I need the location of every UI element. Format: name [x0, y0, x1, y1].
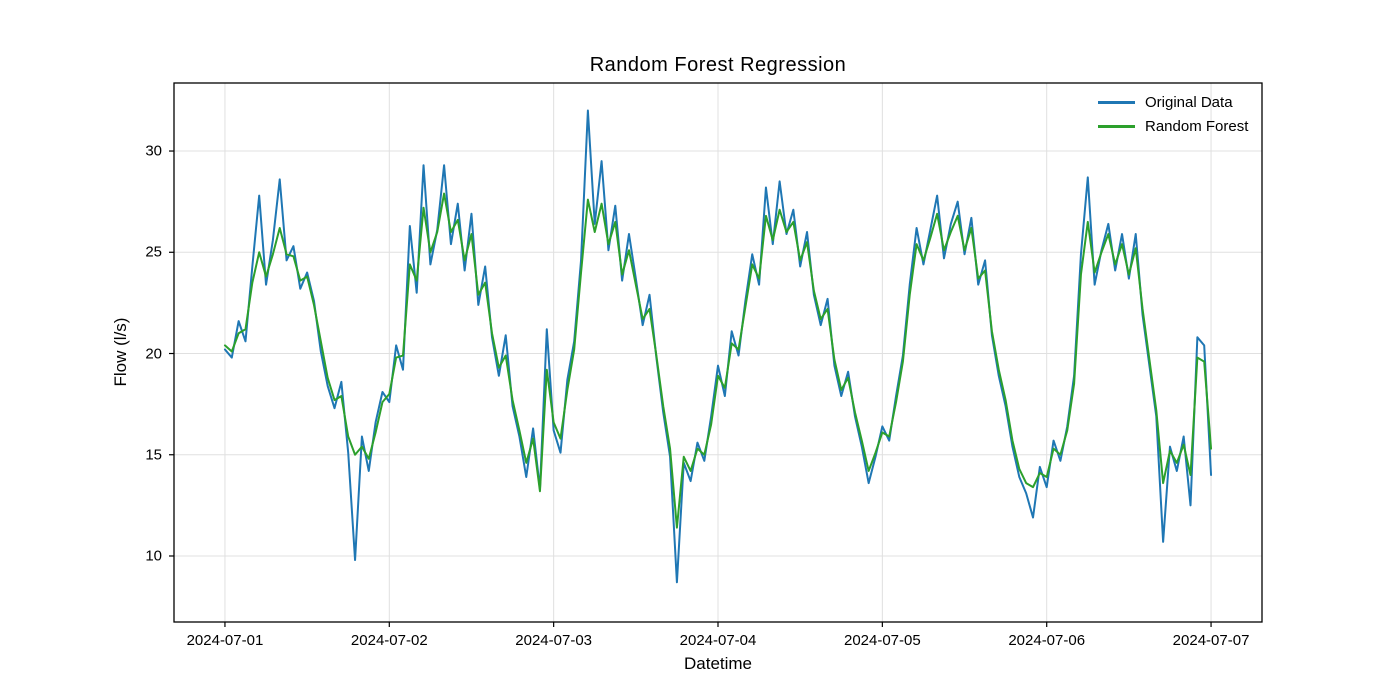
legend-line-swatch-blue: [1098, 101, 1135, 104]
legend-label: Random Forest: [1145, 118, 1249, 135]
x-tick-label: 2024-07-07: [1172, 632, 1250, 649]
x-tick-label: 2024-07-05: [843, 632, 921, 649]
gridlines: [174, 83, 1262, 622]
x-tick-label: 2024-07-04: [679, 632, 757, 649]
legend-item-random-forest: Random Forest: [1098, 118, 1248, 135]
y-tick-label: 10: [145, 547, 162, 565]
legend: Original Data Random Forest: [1098, 94, 1248, 135]
series-line-random-forest: [223, 192, 1213, 529]
legend-label: Original Data: [1145, 94, 1233, 111]
chart-title: Random Forest Regression: [589, 54, 847, 76]
series-line-original-data: [223, 109, 1213, 584]
y-tick-label: 30: [145, 142, 162, 160]
x-tick-label: 2024-07-03: [515, 632, 593, 649]
x-tick-label: 2024-07-06: [1008, 632, 1086, 649]
y-tick-label: 25: [145, 243, 162, 261]
legend-line-swatch-green: [1098, 125, 1135, 128]
data-series-lines: [223, 109, 1213, 584]
y-tick-label: 15: [145, 446, 162, 464]
x-axis-label: Datetime: [683, 654, 753, 673]
plot-border: [173, 82, 1263, 623]
y-tick-label: 20: [145, 345, 162, 362]
y-axis-label: Flow (l/s): [111, 317, 130, 387]
axis-tick-marks: [169, 150, 1212, 627]
legend-item-original-data: Original Data: [1098, 94, 1248, 111]
x-tick-label: 2024-07-02: [350, 632, 428, 649]
x-tick-label: 2024-07-01: [186, 632, 264, 649]
